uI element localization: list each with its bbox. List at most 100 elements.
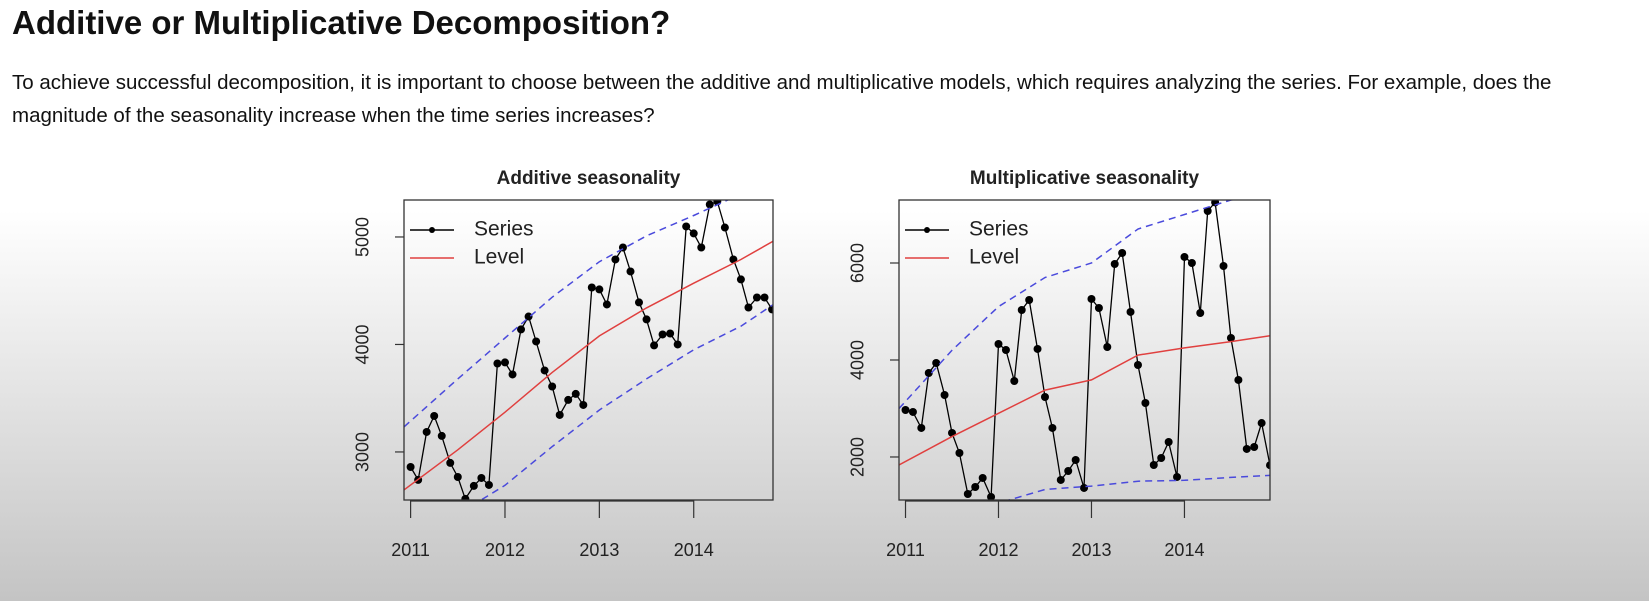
data-point — [908, 407, 917, 416]
data-point — [446, 458, 455, 467]
y-tick-label: 4000 — [848, 340, 868, 380]
data-point — [1226, 333, 1235, 342]
data-point — [1164, 437, 1173, 446]
data-point — [500, 358, 509, 367]
paragraph: To achieve successful decomposition, it … — [12, 71, 1552, 127]
page-title: Additive or Multiplicative Decomposition… — [12, 4, 671, 41]
data-point — [1257, 419, 1266, 428]
legend-label: Series — [969, 218, 1029, 241]
data-point — [1071, 455, 1080, 464]
data-point — [978, 473, 987, 482]
data-point — [720, 223, 729, 232]
data-point — [1250, 442, 1259, 451]
y-tick-label: 5000 — [353, 217, 373, 257]
x-tick-label: 2012 — [485, 540, 525, 560]
data-point — [697, 243, 706, 252]
data-point — [940, 391, 949, 400]
data-point — [736, 275, 745, 284]
data-point — [532, 337, 541, 346]
x-tick-label: 2012 — [978, 540, 1018, 560]
data-point — [1064, 466, 1073, 475]
data-point — [1126, 307, 1135, 316]
data-point — [682, 222, 691, 231]
legend-marker — [924, 227, 930, 233]
data-point — [564, 395, 573, 404]
data-point — [548, 382, 557, 391]
band-line — [479, 304, 773, 500]
data-point — [453, 472, 462, 481]
data-point — [1242, 444, 1251, 453]
data-point — [901, 405, 910, 414]
series-line — [404, 240, 773, 491]
data-point — [1219, 262, 1228, 271]
legend-label: Level — [474, 246, 524, 269]
series-line — [410, 200, 773, 500]
legend-label: Series — [474, 218, 534, 241]
data-point — [477, 473, 486, 482]
data-point — [1056, 475, 1065, 484]
x-tick-label: 2013 — [579, 540, 619, 560]
data-point — [571, 389, 580, 398]
data-point — [1001, 346, 1010, 354]
data-point — [579, 400, 588, 409]
data-point — [1157, 454, 1166, 463]
data-point — [1180, 252, 1189, 261]
data-point — [508, 370, 517, 379]
data-point — [1234, 375, 1243, 384]
chart: Additive seasonality 3000 4000 5000 2011 2012… — [353, 168, 774, 560]
data-point — [955, 449, 964, 458]
data-point — [768, 305, 773, 314]
data-point — [1173, 472, 1182, 481]
data-point — [540, 366, 549, 375]
data-point — [1017, 305, 1026, 314]
data-point — [595, 285, 604, 294]
data-point — [555, 410, 564, 419]
plot-area — [404, 200, 773, 500]
data-point — [587, 283, 596, 292]
data-point — [422, 427, 431, 436]
data-point — [484, 480, 493, 489]
data-point — [650, 341, 659, 350]
data-point — [437, 431, 446, 440]
data-point — [430, 411, 439, 420]
plot-frame — [403, 199, 774, 501]
x-tick-label: 2011 — [391, 540, 430, 560]
data-point — [602, 300, 611, 309]
data-point — [752, 293, 761, 302]
data-point — [1196, 308, 1205, 317]
band-line — [404, 200, 730, 428]
plot-area — [899, 200, 1270, 500]
data-point — [744, 303, 753, 312]
data-point — [917, 423, 926, 432]
data-point — [634, 298, 643, 307]
series-line — [899, 334, 1270, 466]
data-point — [658, 330, 667, 339]
data-point — [1040, 392, 1049, 401]
data-point — [987, 492, 996, 500]
y-tick-label: 6000 — [848, 243, 868, 283]
data-point — [994, 339, 1003, 348]
data-point — [469, 481, 478, 490]
data-point — [1103, 342, 1112, 351]
data-point — [524, 312, 533, 321]
data-point — [642, 315, 651, 324]
data-point — [611, 255, 620, 264]
data-point — [626, 267, 635, 276]
data-point — [760, 293, 769, 302]
data-point — [461, 494, 470, 500]
data-point — [1094, 304, 1103, 313]
x-tick-label: 2011 — [886, 540, 925, 560]
y-tick-label: 2000 — [848, 437, 868, 477]
data-point — [1080, 483, 1089, 492]
data-point — [1141, 399, 1150, 408]
data-point — [924, 368, 933, 377]
data-point — [1087, 294, 1096, 303]
chart-title: Additive seasonality — [497, 168, 681, 189]
data-point — [963, 489, 972, 498]
y-tick-label: 4000 — [353, 324, 373, 364]
data-point — [666, 329, 675, 338]
y-tick-label: 3000 — [353, 432, 373, 472]
data-point — [1203, 207, 1212, 216]
x-tick-label: 2013 — [1071, 540, 1111, 560]
